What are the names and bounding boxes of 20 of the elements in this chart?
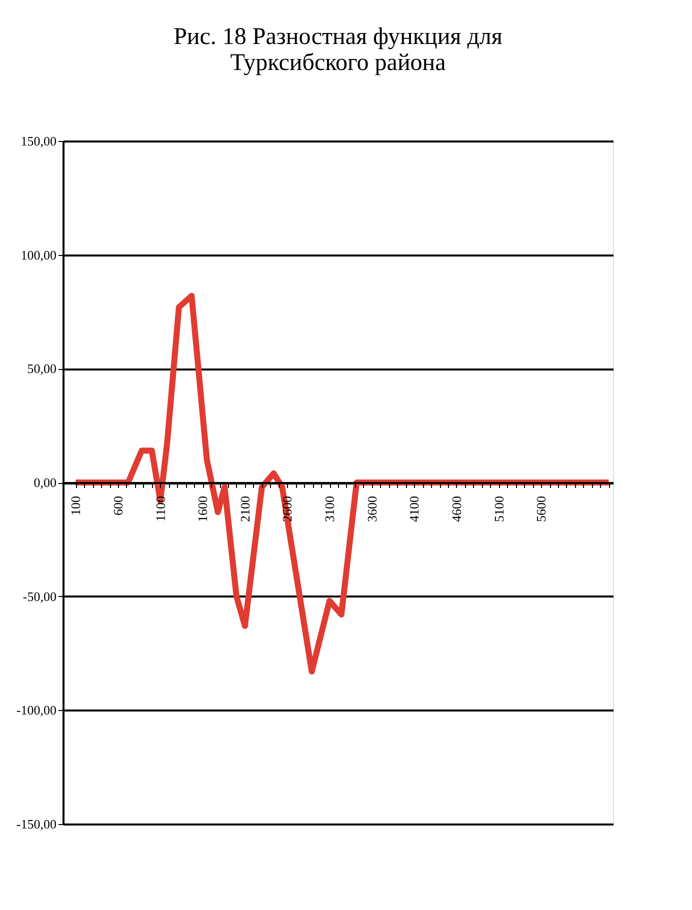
x-tick-label: 3600 <box>364 496 380 522</box>
y-tick-label: -50,00 <box>22 588 56 604</box>
x-tick-label: 1100 <box>152 496 168 522</box>
x-tick-label: 5100 <box>491 496 506 522</box>
y-tick-label: -100,00 <box>16 702 56 718</box>
x-tick-label: 3100 <box>322 496 338 522</box>
x-tick-label: 2100 <box>237 496 252 522</box>
y-tick-label: 150,00 <box>20 134 56 148</box>
x-tick-label: 100 <box>68 496 84 516</box>
y-tick-label: -150,00 <box>16 816 56 832</box>
y-tick-label: 50,00 <box>27 361 56 376</box>
x-tick-label: 600 <box>110 496 126 516</box>
x-tick-label: 4600 <box>448 496 464 522</box>
x-tick-label: 4100 <box>406 496 422 522</box>
x-tick-label: 1600 <box>195 496 210 522</box>
x-tick-label: 5600 <box>534 496 549 522</box>
x-tick-label: 2600 <box>280 496 295 522</box>
chart-title: Рис. 18 Разностная функция для Турксибского района <box>174 24 502 76</box>
y-tick-label: 0,00 <box>34 475 56 490</box>
y-tick-label: 100,00 <box>20 247 56 262</box>
